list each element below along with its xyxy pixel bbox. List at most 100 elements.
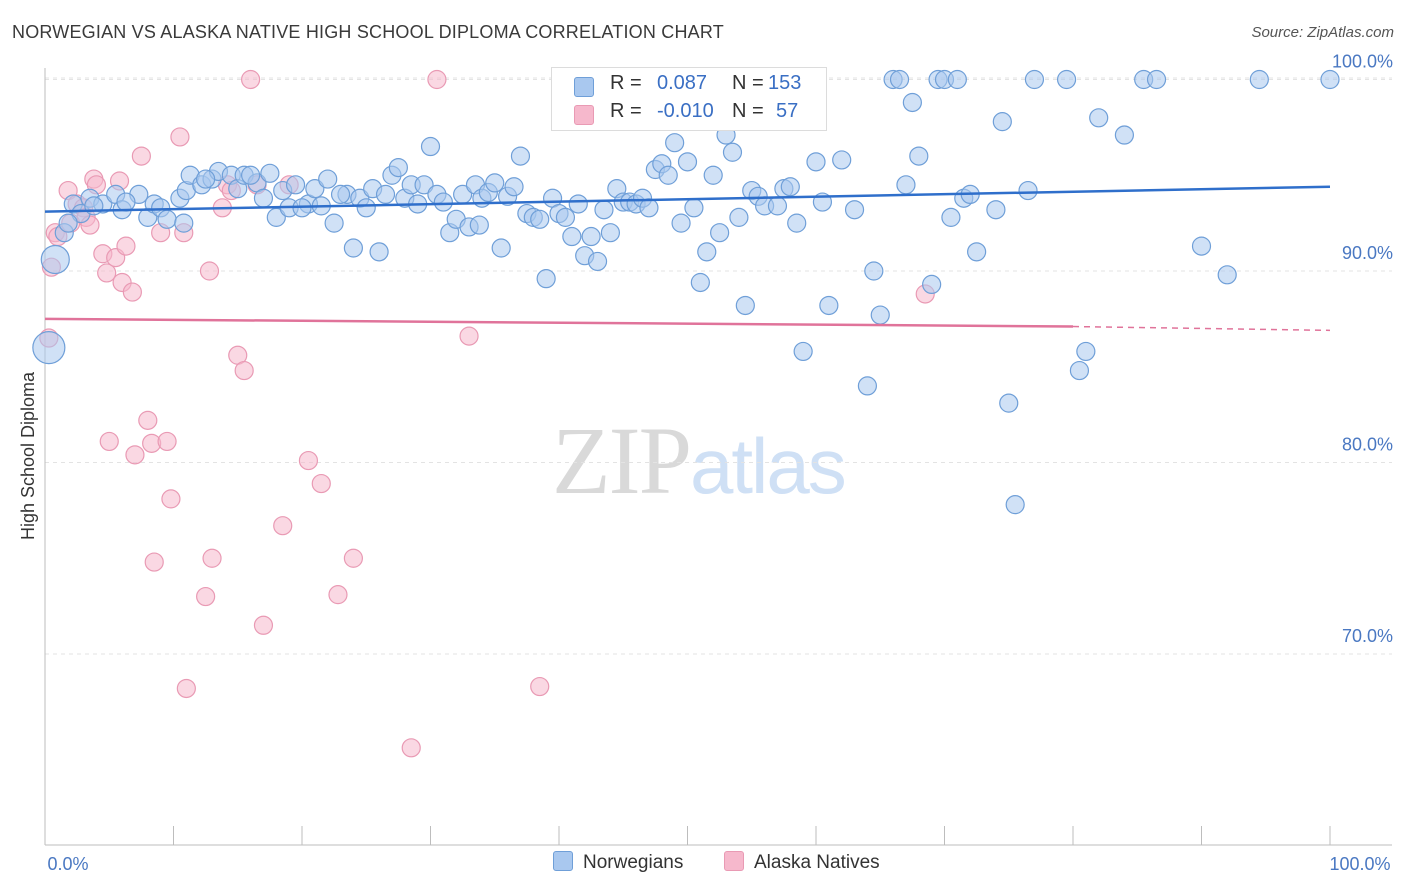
norwegians-point <box>1217 265 1237 285</box>
alaska-natives-point <box>234 360 254 381</box>
norwegians-point <box>677 152 698 172</box>
alaska-natives-point <box>161 489 181 509</box>
norwegians-point <box>285 175 306 195</box>
norwegians-point <box>819 295 839 316</box>
norwegians-point <box>568 194 588 214</box>
chart-title: NORWEGIAN VS ALASKA NATIVE HIGH SCHOOL D… <box>12 22 724 42</box>
norwegians-point <box>356 198 376 218</box>
norwegians-point <box>260 163 280 183</box>
norwegians-point <box>1005 495 1025 515</box>
y-tick-label: 70.0% <box>1342 626 1393 646</box>
norwegians-point <box>536 269 556 289</box>
norwegians-point <box>767 196 788 216</box>
norwegians-point <box>896 175 916 195</box>
norwegians-point <box>793 341 813 362</box>
norwegians-point <box>555 207 576 227</box>
norwegians-point <box>1056 69 1077 90</box>
norwegians-point <box>469 215 489 235</box>
norwegians-point <box>253 188 274 208</box>
alaska-natives-point <box>138 410 158 430</box>
norwegians-point <box>485 173 505 193</box>
norwegians-point <box>780 177 800 197</box>
alaska-natives-point <box>97 263 117 283</box>
norwegians-point <box>992 112 1012 132</box>
norwegians-point <box>665 133 685 153</box>
alaska-natives-point <box>196 586 216 607</box>
chart-source: Source: ZipAtlas.com <box>1251 24 1394 41</box>
legend-n-value: 153 <box>768 72 802 94</box>
x-tick-label-min: 0.0% <box>47 854 88 874</box>
norwegians-point <box>1089 108 1109 128</box>
alaska-natives-point <box>99 431 119 452</box>
alaska-natives-point <box>122 282 142 302</box>
alaska-natives-point <box>427 69 447 90</box>
norwegians-point <box>703 165 723 185</box>
norwegians-trend-line <box>44 185 1331 213</box>
norwegians-point <box>857 376 878 396</box>
norwegians-point <box>388 157 408 178</box>
norwegians-point <box>1320 69 1340 90</box>
norwegians-point <box>157 209 177 229</box>
norwegians-point <box>729 207 749 227</box>
norwegians-point <box>806 152 826 172</box>
norwegians-point <box>343 238 363 258</box>
alaska-natives-point <box>401 738 421 758</box>
norwegians-point <box>684 198 704 218</box>
norwegians-point <box>420 136 441 157</box>
watermark-zip: ZIP <box>552 407 692 514</box>
norwegians-point <box>902 92 922 113</box>
norwegians-point <box>986 200 1006 220</box>
norwegians-point <box>787 213 807 233</box>
norwegians-point <box>690 272 710 293</box>
norwegians-point <box>671 213 691 233</box>
alaska-natives-point <box>459 326 479 346</box>
alaska-natives-point <box>199 261 220 281</box>
legend-row-norwegians: R = 0.087 N = 153 <box>552 72 826 100</box>
norwegians-point <box>530 209 550 229</box>
norwegians-point <box>324 213 344 233</box>
norwegians-point <box>594 200 614 220</box>
norwegians-point <box>1146 69 1167 90</box>
y-axis-label: High School Diploma <box>18 371 38 540</box>
alaska-natives-point <box>144 552 164 572</box>
watermark: ZIPatlas <box>552 405 847 516</box>
norwegians-point <box>1076 341 1096 362</box>
alaska-natives-point <box>116 236 136 256</box>
norwegians-point <box>844 200 865 220</box>
norwegians-point <box>305 179 325 199</box>
norwegians-point <box>562 226 582 247</box>
norwegians-point <box>722 142 743 162</box>
legend-swatch-blue <box>574 77 594 97</box>
alaska-natives-point <box>298 450 319 471</box>
legend-r-value: -0.010 <box>657 100 714 122</box>
legend-r-value: 0.087 <box>657 72 708 94</box>
alaska-natives-point <box>241 69 261 90</box>
norwegians-point <box>84 196 104 216</box>
y-tick-label: 80.0% <box>1342 435 1393 455</box>
norwegians-point <box>433 192 453 212</box>
norwegians-point <box>196 169 216 189</box>
norwegians-point <box>639 198 659 218</box>
alaska-natives-trend-line <box>44 317 1074 328</box>
norwegians-point <box>32 331 66 365</box>
norwegians-point <box>1024 69 1045 90</box>
norwegians-point <box>941 207 961 227</box>
norwegians-point <box>735 295 755 316</box>
norwegians-point <box>1191 236 1212 256</box>
norwegians-point <box>318 169 338 189</box>
norwegians-point <box>1114 125 1135 145</box>
y-tick-label: 90.0% <box>1342 243 1393 263</box>
bottom-legend-alaska: Alaska Natives <box>724 851 880 874</box>
tick-labels: 70.0% 80.0% 90.0% 100.0% 0.0% 100.0% High Scho… <box>18 52 1393 875</box>
norwegians-point <box>600 223 621 243</box>
norwegians-point <box>116 192 136 212</box>
norwegians-point <box>909 146 929 166</box>
norwegians-point <box>369 242 389 262</box>
norwegians-point <box>1249 69 1269 90</box>
bottom-legend-swatch-blue <box>553 851 573 871</box>
norwegians-points <box>32 69 1340 515</box>
legend-n-value: 57 <box>776 100 799 122</box>
norwegians-point <box>1069 360 1090 381</box>
watermark-atlas: atlas <box>690 422 847 510</box>
